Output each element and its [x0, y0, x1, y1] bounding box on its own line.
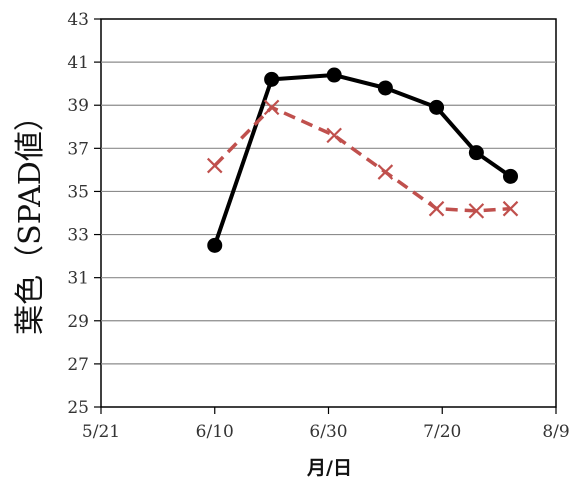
y-tick-label-43: 43 — [67, 10, 89, 30]
series-1-point-3 — [326, 67, 342, 83]
series-2-point-6 — [468, 203, 485, 219]
x-tick-label-8-9: 8/9 — [542, 422, 569, 442]
y-tick-label-25: 25 — [67, 398, 89, 418]
y-tick-label-41: 41 — [67, 53, 89, 73]
series-1-point-1 — [207, 237, 223, 253]
series-1-point-4 — [377, 80, 393, 96]
series-2-point-1 — [206, 157, 223, 174]
series-2-point-7 — [502, 200, 519, 217]
y-axis: 25 27 29 31 33 35 37 39 41 43 — [67, 10, 101, 418]
x-tick-label-6-30: 6/30 — [309, 422, 347, 442]
series-1-point-2 — [264, 71, 280, 87]
x-axis-title: 月/日 — [306, 457, 352, 479]
plot-area — [100, 18, 557, 408]
x-tick-label-5-21: 5/21 — [82, 422, 120, 442]
series-2-point-5 — [428, 200, 445, 217]
series-2-point-3 — [326, 127, 342, 144]
y-tick-label-35: 35 — [67, 182, 89, 202]
series-1-point-7 — [503, 168, 518, 184]
y-tick-label-29: 29 — [67, 312, 89, 332]
x-tick-label-6-10: 6/10 — [196, 422, 234, 442]
y-tick-label-39: 39 — [67, 96, 89, 116]
plot-border — [100, 18, 557, 408]
series-2-point-4 — [377, 164, 394, 180]
y-tick-label-27: 27 — [67, 355, 89, 375]
series-1-point-6 — [468, 145, 484, 161]
y-tick-label-37: 37 — [67, 139, 89, 159]
y-tick-label-31: 31 — [67, 269, 89, 289]
x-axis: 5/21 6/10 6/30 7/20 8/9 — [82, 407, 570, 442]
series-2 — [206, 99, 519, 219]
series-1-point-5 — [429, 99, 445, 115]
x-tick-label-7-20: 7/20 — [423, 422, 461, 442]
y-tick-label-33: 33 — [67, 226, 89, 246]
series-layer — [206, 67, 519, 253]
y-axis-title: 葉色（SPAD値） — [13, 101, 48, 335]
series-2-point-2 — [263, 99, 280, 116]
series-1 — [207, 67, 518, 253]
